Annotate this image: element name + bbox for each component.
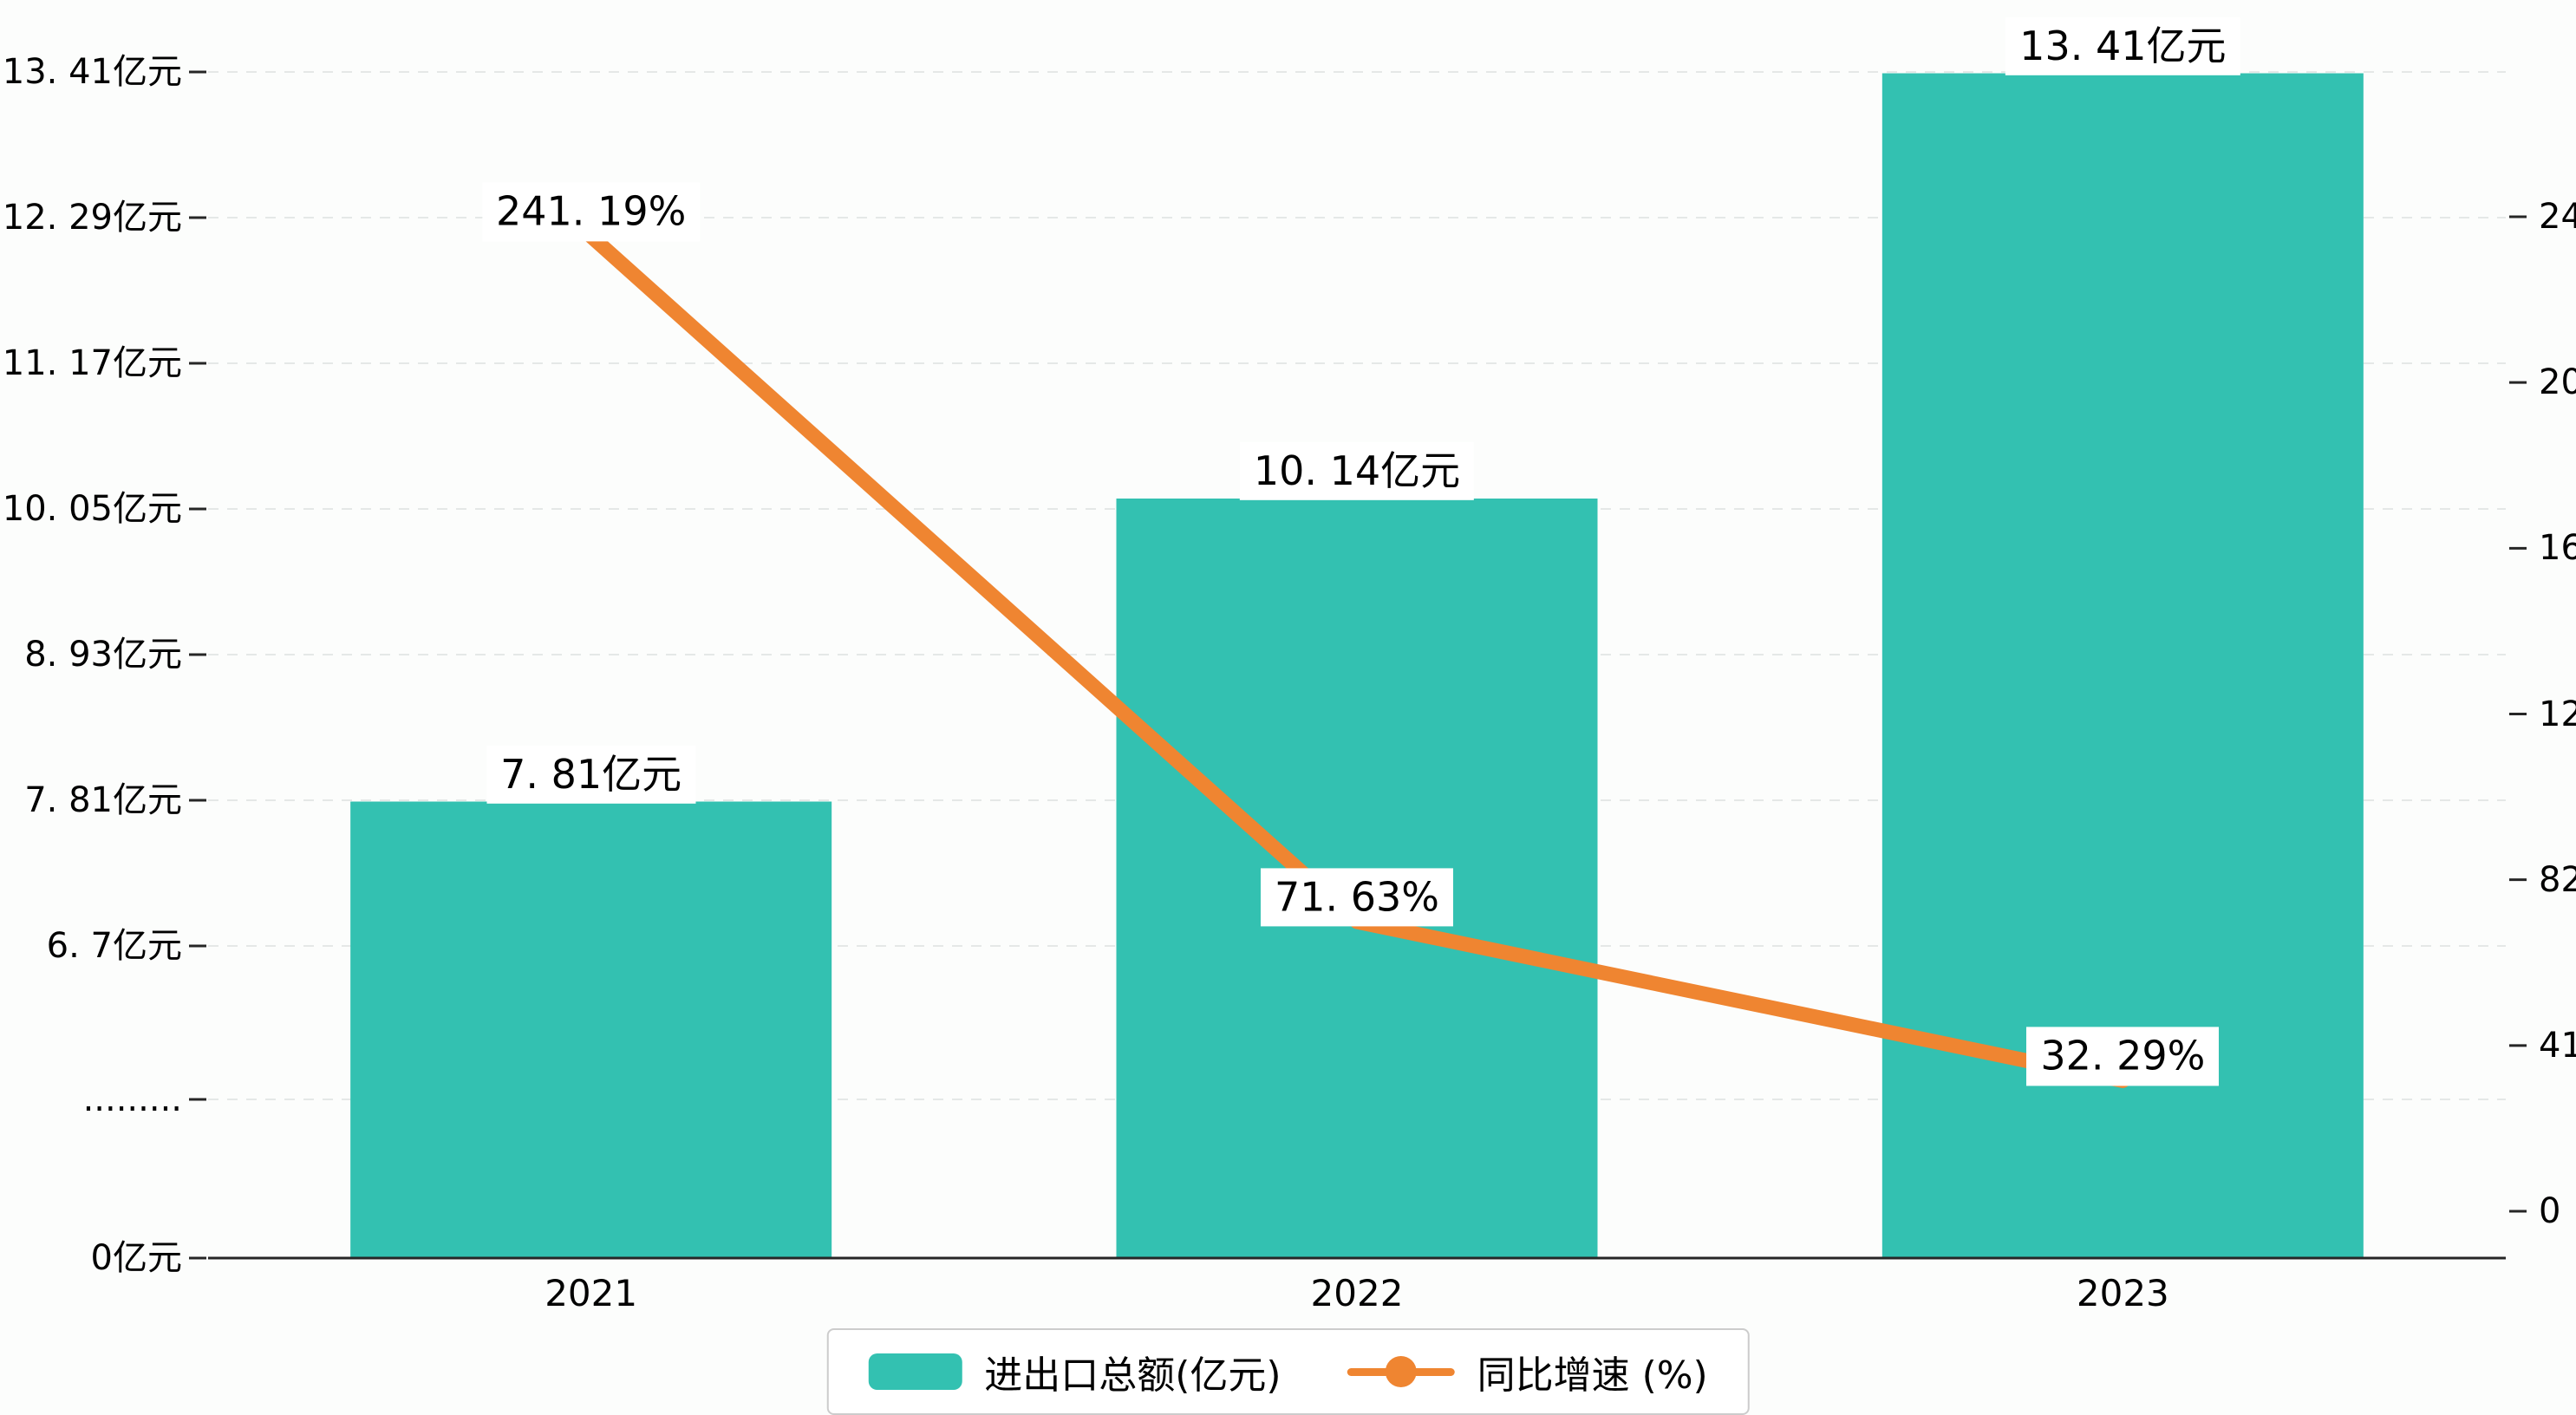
- right-axis-tick-label: 164: [2539, 528, 2576, 569]
- bar-value-label: 7. 81亿元: [486, 745, 696, 804]
- right-axis-tick-label: 123: [2539, 694, 2576, 734]
- line-marker-dot-icon: [1385, 1356, 1417, 1387]
- left-axis-tick-label: 0亿元: [90, 1238, 182, 1278]
- x-axis-label: 2023: [2076, 1272, 2169, 1314]
- right-axis-tick-label: 0: [2539, 1191, 2561, 1231]
- bar-series-swatch-icon: [868, 1353, 962, 1390]
- left-axis-tick-label: 12. 29亿元: [2, 198, 182, 238]
- line-value-label: 241. 19%: [482, 182, 701, 242]
- line-value-label: 71. 63%: [1260, 868, 1454, 927]
- legend: 进出口总额(亿元) 同比增速 (%): [826, 1328, 1750, 1415]
- bar-2021: [350, 801, 832, 1258]
- x-axis-label: 2022: [1310, 1272, 1404, 1314]
- legend-item-line-series: 同比增速 (%): [1347, 1344, 1708, 1399]
- right-axis-tick-label: 205: [2539, 362, 2576, 403]
- legend-label-line-series: 同比增速 (%): [1477, 1353, 1708, 1398]
- left-axis-tick-label: .........: [82, 1079, 182, 1119]
- x-axis-label: 2021: [545, 1272, 638, 1314]
- right-axis-tick-label: 246: [2539, 197, 2576, 237]
- right-axis-tick-label: 41: [2539, 1025, 2576, 1066]
- right-axis-tick-label: 82: [2539, 859, 2576, 900]
- left-axis-tick-label: 11. 17亿元: [2, 343, 182, 383]
- bar-value-label: 13. 41亿元: [2005, 16, 2240, 75]
- left-axis-tick-label: 7. 81亿元: [24, 780, 182, 820]
- left-axis-tick-label: 10. 05亿元: [2, 489, 182, 529]
- legend-label-bar-series: 进出口总额(亿元): [984, 1353, 1281, 1398]
- left-axis-tick-label: 13. 41亿元: [2, 52, 182, 92]
- left-axis-tick-label: 8. 93亿元: [24, 635, 182, 675]
- legend-item-bar-series: 进出口总额(亿元): [868, 1344, 1281, 1399]
- left-axis-tick-label: 6. 7亿元: [46, 926, 182, 966]
- line-series-marker-icon: [1347, 1356, 1455, 1387]
- line-value-label: 32. 29%: [2026, 1027, 2220, 1086]
- bar-value-label: 10. 14亿元: [1239, 441, 1475, 500]
